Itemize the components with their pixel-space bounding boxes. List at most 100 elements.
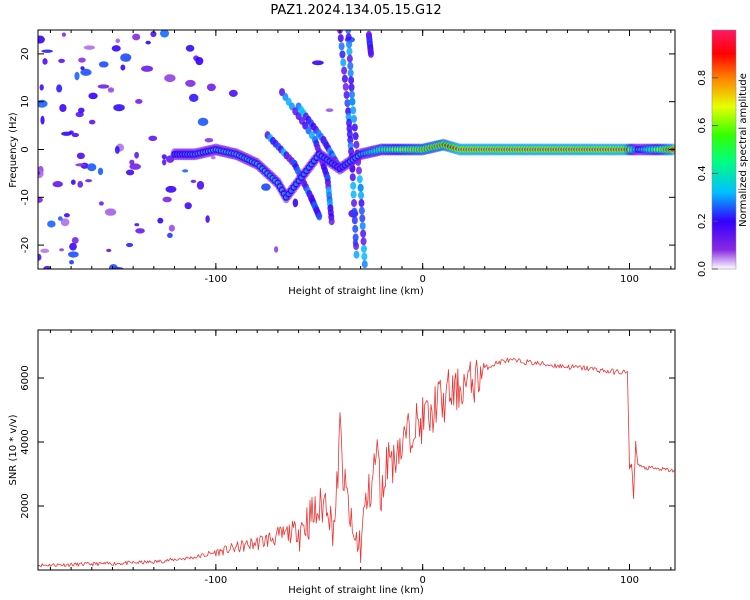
spectrogram-streak-blob [350,106,357,115]
spectrogram-y-tick-label: -20 [20,237,31,253]
spectrogram-streak-blob [348,76,355,85]
spectrogram-noise-blob [104,208,117,216]
spectrogram-streak-blob [341,74,348,83]
spectrogram-streak-blob [348,90,355,99]
spectrogram-noise-blob [98,61,109,68]
spectrogram-noise-blob [129,163,141,170]
spectrogram-noise-blob [42,58,48,65]
colorbar-tick-label: 0.6 [697,118,708,134]
snr-frame [37,329,676,571]
spectrogram-noise-blob [129,159,135,166]
spectrogram-streak-blob [351,114,358,123]
spectrogram-streak-blob [361,260,368,269]
spectrogram-noise-blob [107,87,115,93]
spectrogram-streak-blob [343,91,350,100]
spectrogram-noise-blob [40,115,45,125]
spectrogram-noise-blob [311,60,324,66]
spectrogram-x-tick-label: -100 [205,274,228,285]
spectrogram-streak-blob [349,173,356,182]
spectrogram-streak-blob [346,130,353,139]
colorbar: 0.0 0.2 0.4 0.6 0.8 Normalized spectral ampl… [697,29,749,277]
colorbar-tick-label: 0.4 [697,165,708,181]
spectrogram-noise-blob [196,180,205,190]
spectrogram-noise-blob [125,169,135,176]
spectrogram-noise-blob [204,138,214,143]
snr-plot-area [38,330,675,570]
spectrogram-streak-blob [355,166,362,175]
spectrogram-noise-blob [292,198,299,208]
spectrogram-noise-blob [135,99,143,104]
spectrogram-noise-blob [165,185,177,193]
spectrogram-noise-blob [71,236,79,244]
spectrogram-noise-blob [185,79,196,87]
spectrogram-noise-blob [63,213,70,218]
spectrogram-noise-blob [111,45,121,52]
spectrogram-streak-blob [346,124,353,133]
spectrogram-streak-blob [360,244,367,253]
spectrogram-streak-blob [337,34,344,43]
spectrogram-y-tick-label: 10 [20,95,31,108]
snr-y-tick-label: 6000 [20,365,31,390]
spectrogram-noise-blob [38,170,41,176]
spectrogram-streak-blob [348,83,355,92]
spectrogram-noise-blob [150,30,157,38]
colorbar-frame [711,29,737,270]
spectrogram-streak-blob [357,183,364,192]
spectrogram-noise-blob [115,38,121,44]
spectrogram-noise-blob [76,152,85,160]
spectrogram-noise-blob [106,248,112,253]
spectrogram-streak-blob [350,181,357,190]
spectrogram-streak-blob [346,47,353,56]
spectrogram-noise-blob [325,108,334,112]
colorbar-label: Normalized spectral amplitude [738,73,749,227]
spectrogram-noise-blob [189,93,199,102]
spectrogram-streak-blob [359,221,366,230]
colorbar-gradient [712,30,736,269]
spectrogram-noise-blob [135,228,145,234]
spectrogram-noise-blob [88,92,98,100]
spectrogram-noise-blob [74,71,80,81]
spectrogram-noise-blob [164,74,176,83]
spectrogram-noise-blob [157,217,164,224]
spectrogram-noise-blob [69,260,74,265]
spectrogram-streak-blob [351,123,358,132]
spectrogram-streak-blob [347,135,354,144]
spectrogram-streak-blob [359,214,366,223]
spectrogram-noise-blob [52,181,63,188]
spectrogram-noise-blob [205,215,210,223]
spectrogram-x-tick-label: 0 [419,274,425,285]
spectrogram-y-axis-label: Frequency (Hz) [8,112,19,188]
spectrogram-streak-blob [356,175,363,184]
spectrogram-noise-blob [126,242,134,248]
spectrogram-noise-blob [78,57,86,63]
spectrogram-noise-blob [114,145,120,154]
spectrogram-noise-blob [184,202,192,210]
spectrogram-noise-blob [134,223,140,227]
spectrogram-noise-blob [47,220,56,228]
spectrogram-streak-blob [345,33,352,42]
spectrogram-noise-blob [85,179,93,183]
spectrogram-streak-blob [339,50,346,59]
spectrogram-streak-blob [341,66,348,75]
spectrogram-noise-blob [148,135,158,142]
spectrogram-streak-blob [358,199,365,208]
spectrogram-streak-blob [358,206,365,215]
spectrogram-noise-blob [75,111,84,118]
spectrogram-noise-blob [39,84,44,91]
spectrogram-noise-blob [132,33,141,41]
spectrogram-noise-blob [87,163,97,172]
spectrogram-noise-blob [40,248,50,254]
spectrogram-noise-blob [195,56,204,66]
spectrogram-streak-blob [344,99,351,108]
spectrogram-streak-blob [345,112,352,121]
spectrogram-streak-blob [353,140,360,149]
spectrogram-streak-blob [352,224,359,233]
spectrogram-noise-blob [57,216,63,221]
spectrogram-y-tick-label: 0 [20,146,31,152]
snr-x-tick-label: 100 [620,575,639,586]
spectrogram-noise-blob [197,117,209,127]
snr-x-axis-label: Height of straight line (km) [288,585,424,596]
spectrogram-streak-blob [367,49,374,58]
spectrogram-streak-blob [346,54,353,63]
